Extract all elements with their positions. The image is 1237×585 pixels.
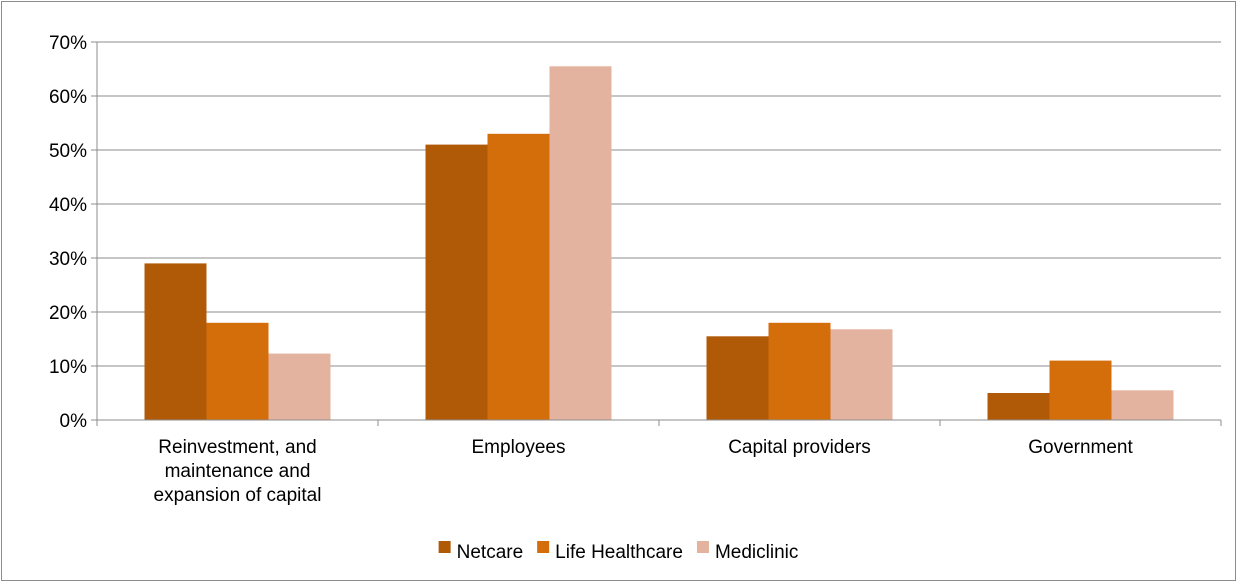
legend-swatch [537, 541, 550, 553]
legend-label: Life Healthcare [555, 542, 683, 563]
y-tick-label: 70% [49, 33, 87, 54]
bar-netcare [425, 144, 488, 420]
x-tick-label: Employees [472, 437, 566, 458]
x-tick-labels: Reinvestment, and maintenance and expansio… [154, 437, 1134, 506]
bar-mediclinic [549, 66, 612, 421]
x-tick-label: Capital providers [728, 437, 871, 458]
legend-item-mediclinic: Mediclinic [696, 541, 798, 563]
bars [144, 66, 1174, 421]
bar-mediclinic [1111, 390, 1174, 420]
y-tick-labels: 0% 10% 20% 30% 40% 50% 60% 70% [49, 33, 87, 432]
bar-life-healthcare [487, 133, 550, 421]
x-tick-label: maintenance and [165, 461, 311, 482]
bar-netcare [144, 263, 207, 420]
legend-label: Mediclinic [715, 542, 798, 563]
bar-mediclinic [830, 329, 893, 420]
legend-swatch [438, 541, 451, 553]
x-tick-label: expansion of capital [154, 485, 322, 506]
legend-swatch [696, 541, 709, 553]
y-tick-label: 10% [49, 357, 87, 378]
bar-mediclinic [268, 353, 331, 420]
y-tick-label: 40% [49, 195, 87, 216]
y-tick-label: 30% [49, 249, 87, 270]
gridlines [97, 41, 1221, 367]
bar-life-healthcare [206, 322, 269, 420]
y-tick-label: 60% [49, 87, 87, 108]
y-tick-label: 50% [49, 141, 87, 162]
axes [91, 41, 1222, 426]
x-tick-label: Government [1028, 437, 1133, 458]
legend-label: Netcare [457, 542, 524, 563]
bar-life-healthcare [1049, 360, 1112, 420]
legend-item-life-healthcare: Life Healthcare [537, 541, 683, 563]
legend: Netcare Life Healthcare Mediclinic [438, 541, 798, 563]
bar-netcare [706, 336, 769, 420]
y-tick-label: 20% [49, 303, 87, 324]
bar-netcare [987, 393, 1050, 420]
bar-life-healthcare [768, 322, 831, 420]
y-tick-label: 0% [60, 411, 88, 432]
legend-item-netcare: Netcare [438, 541, 524, 563]
x-tick-label: Reinvestment, and [158, 437, 316, 458]
